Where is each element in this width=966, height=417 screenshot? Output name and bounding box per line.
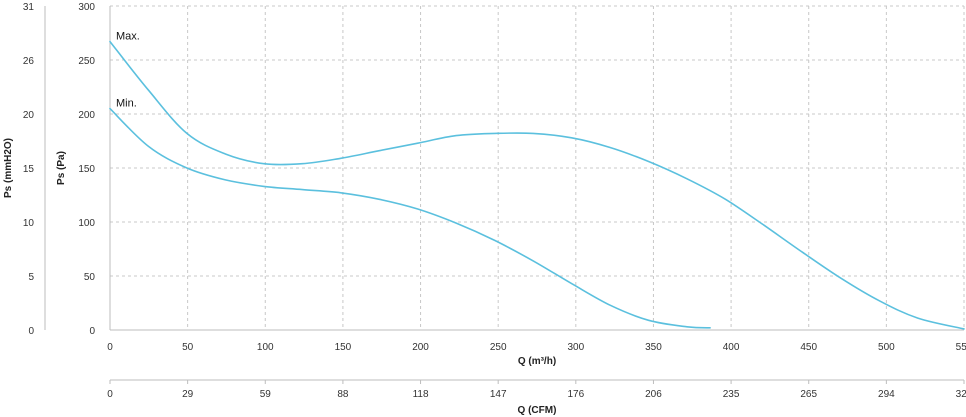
y-tick-label: 50 <box>84 272 96 283</box>
x-tick-label: 100 <box>257 342 274 353</box>
x-tick-label: 450 <box>800 342 817 353</box>
x-tick-label: 150 <box>335 342 352 353</box>
x2-axis-title: Q (CFM) <box>518 405 557 416</box>
x2-tick-label: 324 <box>956 389 966 400</box>
x2-tick-label: 118 <box>413 389 429 400</box>
y2-tick-label: 0 <box>28 326 34 337</box>
y-axis-title: Ps (Pa) <box>56 151 67 185</box>
series-label-min: Min. <box>116 98 137 110</box>
series-label-max: Max. <box>116 31 140 43</box>
x-tick-label: 250 <box>490 342 507 353</box>
series-line-max <box>109 40 965 330</box>
y-tick-label: 200 <box>78 110 95 121</box>
x2-tick-label: 59 <box>260 389 272 400</box>
x2-tick-label: 29 <box>182 389 194 400</box>
x2-tick-label: 206 <box>645 389 662 400</box>
x-tick-label: 200 <box>412 342 429 353</box>
series-layer <box>109 40 965 330</box>
y2-axis-title: Ps (mmH2O) <box>3 138 14 198</box>
x2-tick-label: 147 <box>490 389 507 400</box>
x-tick-label: 550 <box>956 342 966 353</box>
x2-tick-label: 176 <box>567 389 584 400</box>
x2-tick-label: 88 <box>337 389 349 400</box>
y2-tick-label: 15 <box>23 164 35 175</box>
grid <box>110 5 965 330</box>
x2-tick-label: 294 <box>878 389 895 400</box>
y-tick-label: 250 <box>78 56 95 67</box>
x-tick-label: 50 <box>182 342 194 353</box>
x-tick-label: 350 <box>645 342 662 353</box>
axes <box>44 6 965 384</box>
y-tick-label: 300 <box>78 2 95 13</box>
y2-tick-label: 10 <box>23 218 35 229</box>
x-tick-label: 400 <box>723 342 740 353</box>
x2-tick-label: 0 <box>107 389 113 400</box>
x-tick-label: 500 <box>878 342 895 353</box>
x-axis-title: Q (m³/h) <box>518 356 556 367</box>
y-tick-label: 0 <box>89 326 95 337</box>
y-tick-label: 150 <box>78 164 95 175</box>
x-tick-label: 300 <box>567 342 584 353</box>
x-tick-label: 0 <box>107 342 113 353</box>
series-line-min <box>109 107 711 329</box>
y-tick-label: 100 <box>78 218 95 229</box>
x2-tick-label: 265 <box>800 389 817 400</box>
x2-tick-label: 235 <box>723 389 740 400</box>
y2-tick-label: 20 <box>23 110 35 121</box>
y2-tick-label: 5 <box>28 272 34 283</box>
labels-layer: 0501001502002503003504004505005500050510… <box>23 2 966 400</box>
y2-tick-label: 26 <box>23 56 35 67</box>
y2-tick-label: 31 <box>23 2 35 13</box>
